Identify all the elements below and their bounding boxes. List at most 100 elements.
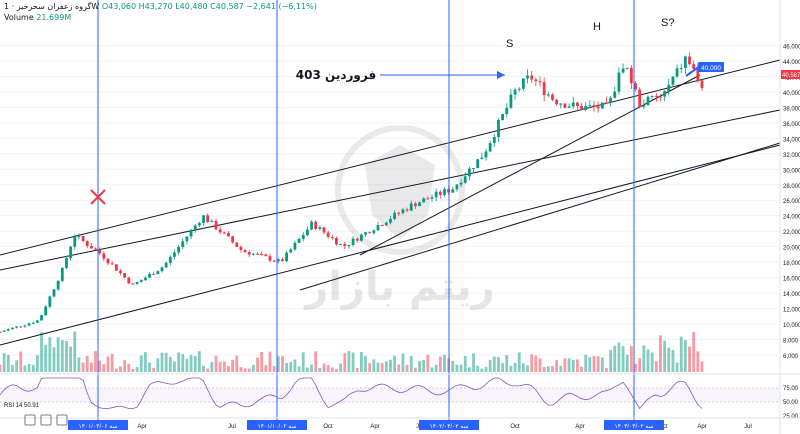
- candle: [27, 323, 31, 326]
- ohlc-readout: O43,060 H43,270 L40,480 C40,587 −2,641 (…: [101, 2, 317, 11]
- rsi-line: [0, 377, 703, 410]
- candle: [23, 325, 27, 327]
- volume-bar: [384, 361, 388, 372]
- volume-bar: [139, 355, 143, 372]
- candle: [517, 88, 521, 90]
- candle: [422, 198, 426, 203]
- candles: [0, 52, 704, 333]
- candle: [621, 68, 625, 73]
- last-price-badge: [781, 70, 800, 79]
- head-label: H: [593, 21, 601, 33]
- candle: [44, 306, 48, 316]
- candle: [119, 270, 122, 274]
- volume-bar: [563, 358, 567, 372]
- volume-bar: [530, 354, 534, 372]
- red-x-stroke: [90, 189, 106, 205]
- candle: [251, 253, 255, 255]
- date-badge: [419, 420, 479, 430]
- volume-bar: [621, 346, 625, 372]
- candle: [106, 258, 110, 264]
- candle: [98, 249, 102, 254]
- candle: [451, 189, 455, 193]
- vertical-lines: [97, 0, 635, 420]
- volume-bar: [297, 366, 301, 372]
- candle: [168, 256, 172, 263]
- symbol-title[interactable]: گروه زعفران سحرخیز · 1W: [4, 2, 100, 11]
- candle: [368, 232, 372, 234]
- volume-bar: [364, 356, 367, 372]
- candle: [430, 197, 434, 199]
- candle: [559, 103, 563, 105]
- volume-bar: [401, 353, 405, 372]
- candle: [650, 95, 654, 97]
- candle: [563, 103, 567, 108]
- candle: [260, 254, 264, 256]
- volume-bar: [679, 336, 683, 372]
- volume-bar: [156, 358, 160, 372]
- candle: [177, 246, 181, 253]
- candle: [114, 264, 118, 271]
- volume-bar: [231, 359, 235, 372]
- volume-bar: [160, 352, 164, 372]
- candle: [434, 191, 438, 198]
- volume-bar: [397, 364, 401, 372]
- volume-bar: [251, 364, 255, 372]
- price-tick: 28,000: [783, 184, 800, 190]
- watermark-logo: ریتم بازار: [303, 125, 495, 310]
- candle: [210, 220, 214, 222]
- price-tick: 46,000: [783, 44, 800, 50]
- volume-bar: [575, 359, 579, 372]
- volume-bar: [256, 357, 259, 372]
- volume-bar: [343, 353, 347, 372]
- candle: [588, 105, 592, 107]
- candle: [501, 114, 505, 120]
- price-tick: 14,000: [783, 292, 800, 298]
- volume-bar: [23, 365, 27, 372]
- candle: [609, 97, 613, 103]
- candle: [89, 245, 93, 249]
- price-tick: 44,000: [783, 60, 800, 66]
- trendline: [0, 144, 781, 346]
- volume-bar: [351, 352, 355, 372]
- candle: [418, 202, 421, 207]
- volume-bar: [227, 366, 230, 372]
- candle: [139, 280, 143, 283]
- date-badge: [247, 420, 307, 430]
- volume-bar: [571, 359, 575, 372]
- volume-bar: [368, 363, 372, 372]
- volume-bar: [322, 363, 326, 372]
- candle: [281, 259, 284, 262]
- volume-bar: [542, 366, 546, 372]
- volume-bar: [243, 368, 247, 372]
- candle: [276, 259, 280, 262]
- watermark-text: ریتم بازار: [303, 264, 494, 310]
- time-label: Apr: [575, 424, 584, 430]
- candle: [181, 241, 185, 247]
- volume-bar: [625, 354, 629, 372]
- volume-bar: [48, 337, 52, 372]
- candle: [463, 176, 467, 183]
- volume-bar: [463, 355, 467, 372]
- volume-bar: [646, 349, 650, 372]
- price-tick: 36,000: [783, 122, 800, 128]
- candle: [285, 252, 289, 262]
- price-tick: 20,000: [783, 246, 800, 252]
- volume-bar: [127, 363, 131, 372]
- candle: [202, 215, 205, 223]
- price-tick: 8,000: [783, 339, 799, 345]
- volume-bar: [289, 361, 293, 372]
- volume-bar: [667, 347, 671, 372]
- volume-bar: [617, 342, 621, 372]
- time-label: Oct: [323, 424, 333, 430]
- volume-bar: [654, 361, 658, 372]
- time-label: Oct: [510, 424, 520, 430]
- volume-bar: [60, 340, 64, 372]
- candle: [372, 230, 376, 234]
- volume-bar: [634, 363, 637, 372]
- volume-bar: [355, 367, 359, 372]
- price-tick: 22,000: [783, 230, 800, 236]
- volume-bar: [609, 350, 613, 372]
- volume-bar: [600, 357, 604, 372]
- candle: [521, 78, 525, 89]
